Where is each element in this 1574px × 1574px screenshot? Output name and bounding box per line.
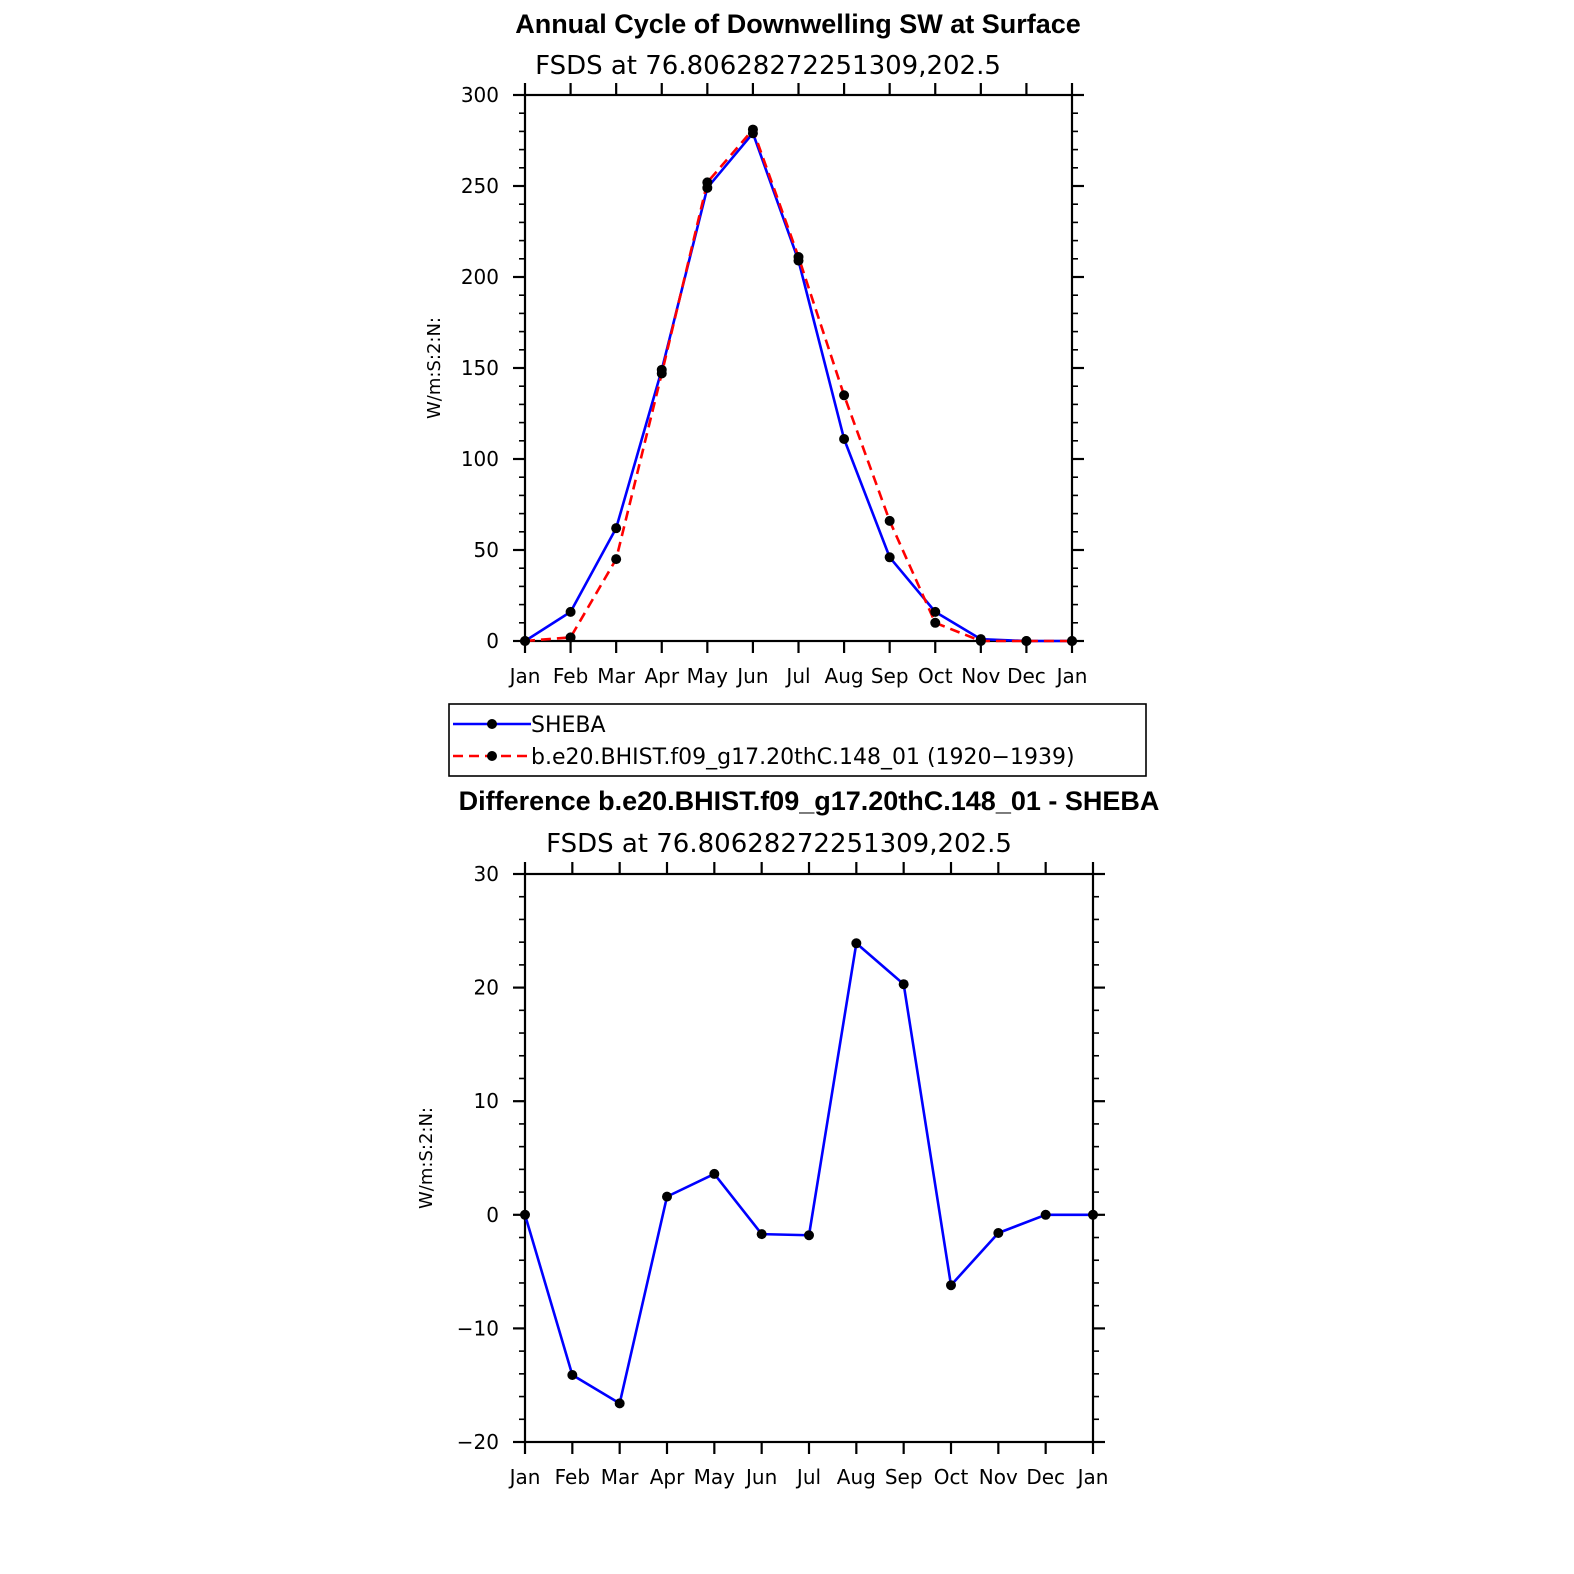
- x-tick-label: Dec: [1007, 664, 1046, 688]
- y-tick-label: 30: [474, 862, 499, 886]
- data-point-series-0: [839, 433, 850, 444]
- x-tick-label: May: [694, 1465, 736, 1489]
- series-line-0: [523, 941, 1093, 1405]
- data-point-series-0: [946, 1280, 956, 1291]
- data-point-series-1: [656, 368, 667, 379]
- legend-label: SHEBA: [531, 713, 606, 738]
- x-tick-label: Aug: [825, 664, 864, 688]
- data-point-series-1: [975, 636, 986, 646]
- data-point-series-0: [565, 606, 576, 617]
- chart-subtitle: FSDS at 76.80628272251309,202.5: [535, 51, 1001, 81]
- data-point-series-0: [1040, 1209, 1051, 1220]
- plot-area-frame: [523, 93, 1074, 643]
- y-tick-label: 20: [474, 976, 499, 1000]
- data-point-series-0: [884, 552, 895, 563]
- x-tick-label: Jun: [744, 1465, 777, 1489]
- data-point-series-1: [930, 617, 941, 628]
- legend: SHEBA b.e20.BHIST.f09_g17.20thC.148_01 (1…: [448, 703, 1147, 777]
- y-tick-label: 0: [486, 1203, 499, 1227]
- chart-subtitle: FSDS at 76.80628272251309,202.5: [546, 829, 1012, 859]
- data-point-series-1: [839, 390, 850, 401]
- series-line-0: [524, 131, 1072, 643]
- y-tick-label: 300: [461, 83, 499, 107]
- y-tick-label: −10: [457, 1316, 499, 1340]
- data-point-series-0: [993, 1227, 1004, 1238]
- x-tick-label: Nov: [979, 1465, 1018, 1489]
- y-axis-label: W/m:S:2:N:: [424, 317, 445, 419]
- x-tick-label: Jan: [1055, 664, 1088, 688]
- data-point-series-1: [520, 636, 530, 646]
- data-point-series-0: [520, 1209, 530, 1220]
- legend-label: b.e20.BHIST.f09_g17.20thC.148_01 (1920−1…: [531, 745, 1075, 770]
- x-tick-label: Jun: [735, 664, 768, 688]
- y-tick-label: 100: [461, 447, 499, 471]
- x-tick-label: Dec: [1026, 1465, 1065, 1489]
- chart-panel-annual-cycle: Annual Cycle of Downwelling SW at Surfac…: [424, 9, 1087, 688]
- x-tick-label: Mar: [601, 1465, 640, 1489]
- series-line-1: [524, 128, 1072, 643]
- data-point-series-0: [804, 1230, 814, 1241]
- data-point-series-0: [709, 1168, 720, 1179]
- x-tick-label: Aug: [837, 1465, 876, 1489]
- x-tick-label: Oct: [918, 664, 953, 688]
- x-tick-label: Feb: [555, 1465, 590, 1489]
- data-point-series-0: [662, 1191, 672, 1202]
- data-point-series-0: [1088, 1209, 1098, 1220]
- data-point-series-1: [747, 124, 758, 135]
- x-tick-label: Jul: [784, 664, 810, 688]
- data-point-series-0: [756, 1229, 767, 1240]
- y-tick-label: 200: [461, 265, 499, 289]
- x-tick-label: Sep: [885, 1465, 923, 1489]
- data-point-series-0: [898, 979, 909, 990]
- x-tick-label: May: [687, 664, 729, 688]
- y-tick-label: −20: [457, 1430, 499, 1454]
- x-tick-label: Apr: [644, 664, 679, 688]
- x-tick-label: Sep: [871, 664, 909, 688]
- y-tick-label: 10: [474, 1089, 499, 1113]
- chart-title: Difference b.e20.BHIST.f09_g17.20thC.148…: [459, 786, 1160, 816]
- x-tick-label: Nov: [961, 664, 1000, 688]
- x-tick-label: Jul: [795, 1465, 821, 1489]
- x-tick-label: Mar: [597, 664, 636, 688]
- x-tick-label: Oct: [934, 1465, 969, 1489]
- data-point-series-1: [793, 251, 804, 262]
- data-point-series-0: [930, 606, 941, 617]
- x-tick-label: Jan: [1076, 1465, 1109, 1489]
- data-point-series-1: [1021, 636, 1032, 646]
- y-tick-label: 50: [474, 538, 499, 562]
- y-tick-label: 150: [461, 356, 499, 380]
- y-axis-label: W/m:S:2:N:: [416, 1107, 437, 1209]
- chart-panel-difference: Difference b.e20.BHIST.f09_g17.20thC.148…: [416, 786, 1159, 1489]
- legend-marker-1: [487, 751, 497, 761]
- data-point-series-0: [851, 938, 862, 949]
- data-point-series-0: [567, 1369, 578, 1380]
- x-tick-label: Jan: [508, 664, 541, 688]
- data-point-series-1: [884, 515, 895, 526]
- data-point-series-1: [702, 177, 713, 188]
- data-point-series-0: [614, 1398, 625, 1409]
- data-point-series-1: [565, 632, 576, 643]
- legend-marker-0: [487, 719, 497, 729]
- x-tick-label: Jan: [508, 1465, 541, 1489]
- plot-area-frame: [523, 872, 1095, 1444]
- x-tick-label: Feb: [553, 664, 588, 688]
- data-point-series-0: [611, 523, 622, 534]
- x-tick-label: Apr: [650, 1465, 685, 1489]
- data-point-series-1: [1067, 636, 1077, 646]
- chart-title: Annual Cycle of Downwelling SW at Surfac…: [515, 9, 1081, 39]
- y-tick-label: 0: [486, 629, 499, 653]
- data-point-series-1: [611, 554, 622, 565]
- legend-box: [448, 703, 1147, 777]
- y-tick-label: 250: [461, 174, 499, 198]
